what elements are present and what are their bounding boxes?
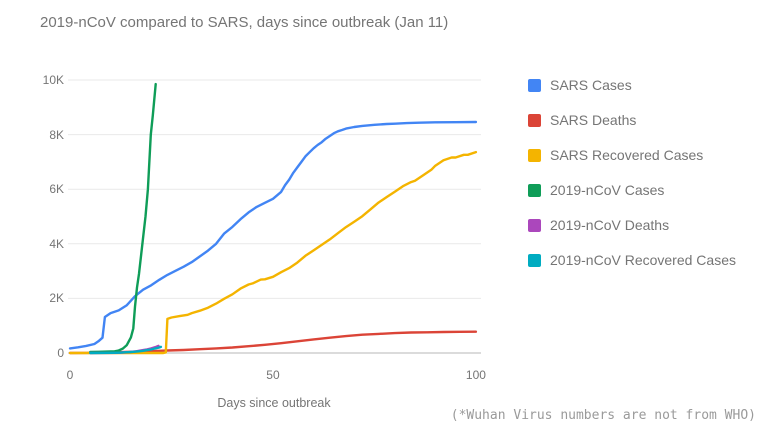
legend-swatch-sars-deaths bbox=[528, 113, 541, 127]
legend-item-2019-ncov-recovered-cases[interactable]: 2019-nCoV Recovered Cases bbox=[528, 249, 736, 271]
legend-label: 2019-nCoV Deaths bbox=[550, 217, 670, 233]
footnote-text: (*Wuhan Virus numbers are not from WHO) bbox=[450, 408, 756, 423]
legend-item-sars-recovered-cases[interactable]: SARS Recovered Cases bbox=[528, 144, 703, 166]
legend-swatch-2019-ncov-deaths bbox=[528, 218, 541, 232]
series-line-2019-ncov-cases bbox=[89, 82, 157, 354]
series-line-sars-recovered-cases bbox=[68, 150, 478, 355]
series-line-sars-cases bbox=[68, 120, 478, 350]
legend-label: SARS Deaths bbox=[550, 112, 637, 128]
legend-swatch-2019-ncov-cases bbox=[528, 183, 541, 197]
legend-label: 2019-nCoV Cases bbox=[550, 182, 665, 198]
legend-label: SARS Recovered Cases bbox=[550, 147, 704, 163]
legend-item-sars-deaths[interactable]: SARS Deaths bbox=[528, 109, 636, 131]
legend-item-2019-ncov-deaths[interactable]: 2019-nCoV Deaths bbox=[528, 214, 669, 236]
legend-swatch-sars-cases bbox=[528, 78, 541, 92]
chart-title: 2019-nCoV compared to SARS, days since o… bbox=[40, 14, 449, 31]
legend-label: SARS Cases bbox=[550, 77, 632, 93]
x-axis-title: Days since outbreak bbox=[217, 396, 331, 410]
legend-item-2019-ncov-cases[interactable]: 2019-nCoV Cases bbox=[528, 179, 664, 201]
legend-swatch-2019-ncov-recovered-cases bbox=[528, 253, 541, 267]
legend-label: 2019-nCoV Recovered Cases bbox=[550, 252, 736, 268]
series-line-2019-ncov-recovered-cases bbox=[89, 345, 163, 355]
legend-swatch-sars-recovered-cases bbox=[528, 148, 541, 162]
legend-item-sars-cases[interactable]: SARS Cases bbox=[528, 74, 632, 96]
